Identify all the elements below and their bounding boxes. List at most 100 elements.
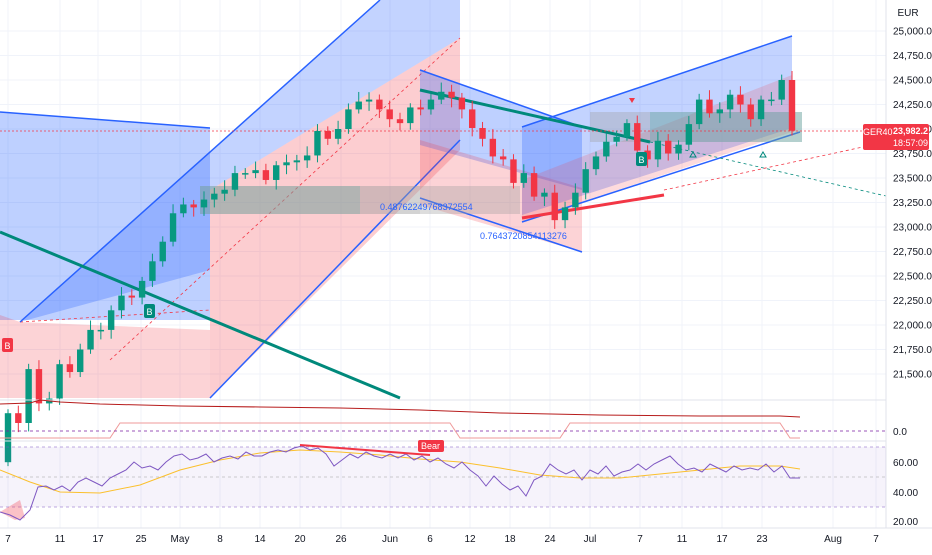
- candle-body[interactable]: [365, 99, 373, 102]
- candle-body[interactable]: [118, 295, 125, 311]
- range-box-july-teal[interactable]: [650, 112, 802, 142]
- candle-body[interactable]: [726, 94, 734, 110]
- candle-body[interactable]: [262, 170, 270, 180]
- candle-body[interactable]: [66, 364, 74, 373]
- rsi-pane[interactable]: Bear 60.00 40.00 20.00: [0, 440, 918, 528]
- falling-channel-red[interactable]: [420, 140, 582, 252]
- candle-body[interactable]: [417, 107, 424, 110]
- candle-body[interactable]: [469, 109, 476, 129]
- candle-body[interactable]: [695, 99, 703, 125]
- buy-signal-marker[interactable]: B: [144, 304, 155, 318]
- candle-body[interactable]: [293, 160, 301, 163]
- candle-body[interactable]: [757, 99, 765, 120]
- candle-body[interactable]: [396, 119, 404, 124]
- candle-body[interactable]: [252, 170, 259, 174]
- channel-mid-dashed-left[interactable]: [19, 309, 211, 323]
- price-axis[interactable]: 25,000.024,750.024,500.024,250.024,000.0…: [885, 0, 932, 528]
- candle-body[interactable]: [458, 97, 466, 110]
- candle-body[interactable]: [355, 101, 362, 110]
- candle-body[interactable]: [211, 193, 218, 200]
- candle-body[interactable]: [87, 329, 94, 350]
- candle-body[interactable]: [788, 80, 796, 131]
- candle-body[interactable]: [489, 138, 497, 157]
- candle-body[interactable]: [675, 144, 682, 154]
- july-channel-blue[interactable]: [522, 36, 792, 215]
- candle-body[interactable]: [324, 130, 331, 139]
- candle-body[interactable]: [665, 140, 672, 154]
- candle-body[interactable]: [221, 189, 228, 194]
- time-axis[interactable]: 7 11 17 25 May 8 14 20 26 Jun 6 12 18 24 Jul 7 11 17 23 Aug…: [0, 527, 932, 545]
- candle-body[interactable]: [242, 173, 249, 175]
- candle-body[interactable]: [107, 310, 115, 330]
- candle-body[interactable]: [169, 213, 177, 242]
- oscillator-pane[interactable]: 0.0: [0, 399, 907, 439]
- range-box-june[interactable]: [420, 186, 520, 214]
- candle-body[interactable]: [530, 173, 538, 197]
- candle-body[interactable]: [716, 109, 723, 114]
- candle-body[interactable]: [303, 155, 311, 161]
- regression-channel-left-red[interactable]: [0, 315, 210, 398]
- candle-body[interactable]: [448, 91, 455, 98]
- channel-top-line-left[interactable]: [0, 111, 211, 129]
- buy-signal-marker[interactable]: B: [636, 152, 647, 166]
- candle-body[interactable]: [685, 124, 693, 145]
- red-trendline[interactable]: [521, 193, 665, 220]
- candle-body[interactable]: [407, 107, 414, 124]
- regression-channel-left-blue[interactable]: [0, 112, 210, 320]
- candle-body[interactable]: [499, 156, 507, 160]
- red-dashed-projection[interactable]: [663, 141, 887, 191]
- candle-body[interactable]: [231, 173, 239, 190]
- candle-body[interactable]: [376, 99, 383, 110]
- candle-body[interactable]: [644, 150, 651, 160]
- currency-label[interactable]: EUR: [897, 8, 919, 19]
- candle-body[interactable]: [479, 128, 486, 139]
- rising-channel-mid-dashed[interactable]: [109, 37, 461, 361]
- candle-body[interactable]: [427, 99, 435, 110]
- candle-body[interactable]: [25, 369, 32, 423]
- candle-body[interactable]: [97, 329, 105, 332]
- teal-trendline-june[interactable]: [419, 88, 651, 144]
- rising-channel-lower-line[interactable]: [209, 139, 461, 399]
- candle-body[interactable]: [510, 159, 517, 183]
- rising-channel-blue[interactable]: [20, 0, 460, 322]
- rising-channel-red[interactable]: [210, 38, 460, 398]
- candle-body[interactable]: [159, 241, 166, 262]
- candle-body[interactable]: [520, 173, 527, 183]
- sell-signal-marker[interactable]: B: [2, 338, 13, 352]
- candle-body[interactable]: [190, 204, 197, 208]
- candle-body[interactable]: [737, 94, 744, 105]
- candle-body[interactable]: [128, 295, 135, 298]
- candle-body[interactable]: [623, 123, 631, 137]
- july-channel-lower-line[interactable]: [521, 131, 801, 223]
- candles-series[interactable]: [4, 70, 796, 467]
- candle-body[interactable]: [438, 91, 445, 100]
- candle-body[interactable]: [634, 123, 641, 151]
- candle-body[interactable]: [768, 99, 775, 102]
- falling-channel-upper-line[interactable]: [419, 69, 583, 128]
- candle-body[interactable]: [15, 413, 22, 423]
- candle-body[interactable]: [747, 104, 754, 120]
- candle-body[interactable]: [200, 199, 208, 208]
- range-box-may[interactable]: [200, 186, 420, 214]
- candle-body[interactable]: [613, 136, 620, 142]
- candle-body[interactable]: [180, 204, 187, 214]
- rising-channel-upper-line[interactable]: [19, 0, 381, 323]
- candle-body[interactable]: [334, 129, 342, 139]
- falling-channel-lower-line[interactable]: [419, 197, 583, 253]
- candle-body[interactable]: [345, 109, 352, 129]
- candle-body[interactable]: [572, 192, 579, 208]
- candle-body[interactable]: [603, 141, 610, 157]
- candle-body[interactable]: [77, 349, 84, 373]
- teal-dashed-projection[interactable]: [649, 141, 887, 197]
- july-channel-upper-line[interactable]: [521, 35, 793, 128]
- candle-body[interactable]: [561, 207, 569, 221]
- candle-body[interactable]: [778, 80, 785, 100]
- candle-body[interactable]: [35, 369, 43, 404]
- candle-body[interactable]: [138, 280, 146, 298]
- candle-body[interactable]: [706, 99, 713, 114]
- bear-divergence-marker[interactable]: Bear: [418, 440, 444, 452]
- teal-trendline-left[interactable]: [0, 230, 401, 400]
- drawing-layer[interactable]: [0, 0, 887, 400]
